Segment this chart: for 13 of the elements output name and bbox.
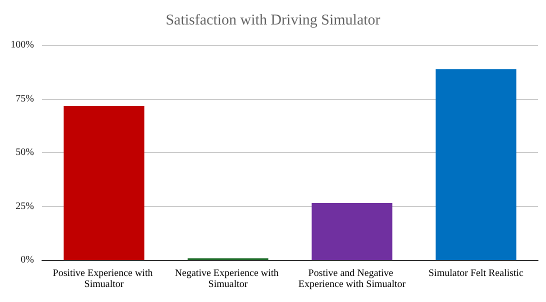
y-tick-label: 25% — [16, 200, 34, 212]
x-tick-label: Negative Experience with Simualtor — [174, 268, 282, 290]
bar — [312, 203, 392, 260]
y-tick-label: 75% — [16, 93, 34, 104]
bar — [64, 106, 144, 260]
y-tick-label: 0% — [20, 254, 34, 266]
y-tick-label: 50% — [16, 147, 34, 158]
bar — [436, 69, 516, 260]
chart-title: Satisfaction with Driving Simulator — [166, 12, 380, 28]
x-tick-label: Simulator Felt Realistic — [428, 268, 524, 279]
x-tick-label: Positive Experience with Simualtor — [52, 268, 156, 290]
x-tick-label: Postive and Negative Experience with Simualtor — [298, 268, 406, 290]
y-tick-label: 100% — [10, 40, 34, 50]
